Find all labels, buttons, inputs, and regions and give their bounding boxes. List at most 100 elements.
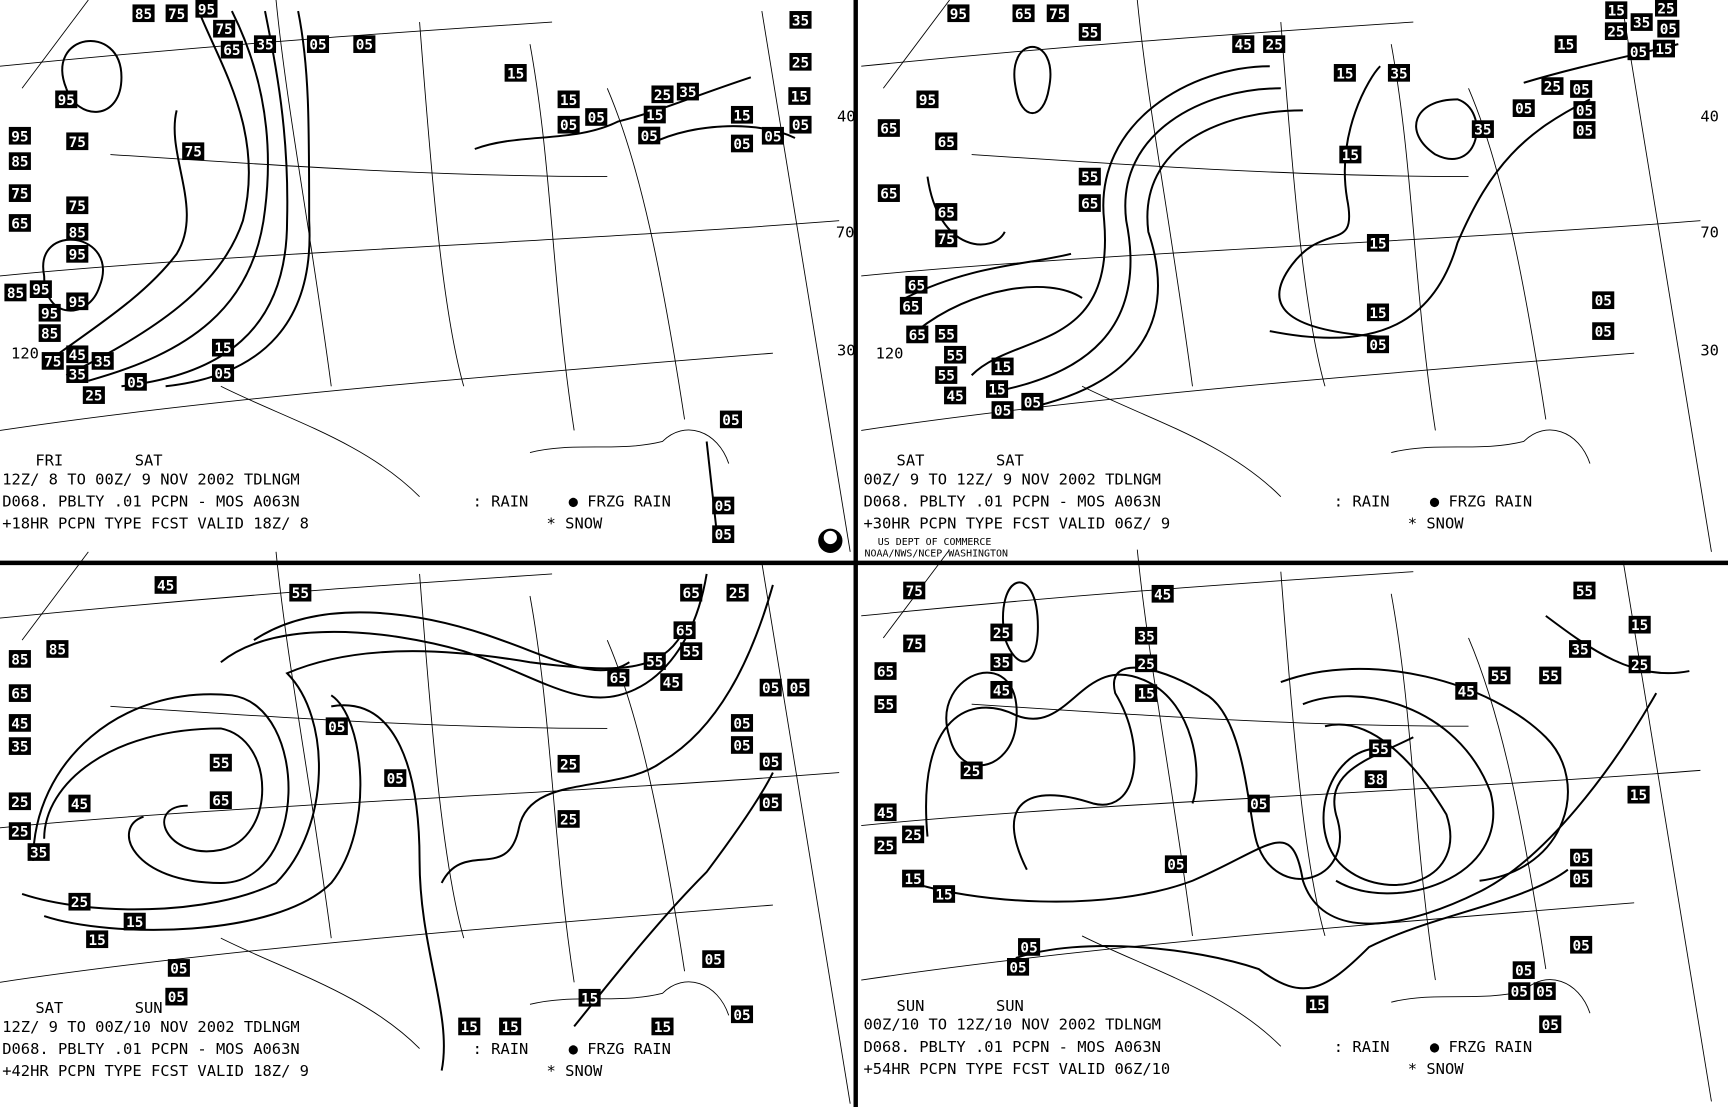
contour-label: 25 xyxy=(654,88,671,104)
contour-label-group: 15 xyxy=(986,380,1009,399)
contour-label-box xyxy=(1573,121,1596,139)
contour-label-box xyxy=(676,82,699,101)
contour-label-group: 05 xyxy=(1573,121,1596,139)
contour-label: 25 xyxy=(71,895,88,911)
contour-label-box xyxy=(1570,869,1593,888)
contour-label-group: 75 xyxy=(935,229,958,248)
contour-label: 75 xyxy=(938,232,955,248)
contour-label-box xyxy=(1021,392,1044,411)
contour-label: 05 xyxy=(1515,964,1532,980)
contour-label-group: 75 xyxy=(165,4,188,23)
contour-label-group: 55 xyxy=(935,324,958,343)
contour-label-box xyxy=(8,822,31,840)
contour-label-box xyxy=(789,11,812,29)
contour-label-group: 15 xyxy=(1652,39,1676,58)
contour-label-box xyxy=(1366,233,1390,252)
contour-label-box xyxy=(1508,982,1531,1000)
contour-label: 05 xyxy=(764,129,781,145)
contour-label-box xyxy=(1018,938,1041,956)
contour-label: 05 xyxy=(762,796,779,812)
contour-label: 65 xyxy=(683,586,700,602)
contour-label-group: 55 xyxy=(874,695,897,714)
probability-contour xyxy=(1026,109,1303,410)
contour-label-group: 65 xyxy=(935,203,958,221)
contour-label: 55 xyxy=(938,369,955,385)
contour-label: 55 xyxy=(877,698,894,714)
contour-label-box xyxy=(789,52,812,71)
contour-label-group: 85 xyxy=(4,283,27,302)
contour-label: 85 xyxy=(11,155,28,171)
contour-label-box xyxy=(132,4,155,23)
contour-label: 95 xyxy=(919,93,936,109)
boundary-line xyxy=(1136,549,1193,936)
contour-label: 65 xyxy=(212,794,229,810)
contour-label-group: 05 xyxy=(1570,80,1593,99)
contour-label-group: 15 xyxy=(991,357,1014,376)
contour-label-group: 15 xyxy=(933,885,956,904)
contour-label: 15 xyxy=(501,1020,518,1036)
contour-label-group: 15 xyxy=(1554,35,1577,54)
contour-label-box xyxy=(66,292,89,311)
contour-label: 65 xyxy=(909,328,926,344)
contour-label-box xyxy=(504,64,527,82)
contour-label: 55 xyxy=(292,586,309,602)
contour-label-box xyxy=(213,19,236,38)
contour-label-box xyxy=(638,126,661,145)
contour-label-box xyxy=(29,280,52,298)
contour-label-group: 05 xyxy=(1366,335,1390,354)
legend-rain: : RAIN xyxy=(473,1040,529,1058)
contour-label-group: 05 xyxy=(1592,322,1615,341)
contour-label-box xyxy=(1628,615,1651,634)
contour-label-group: 95 xyxy=(947,4,970,23)
contour-label: 65 xyxy=(1081,197,1098,213)
boundary-line xyxy=(971,703,1469,727)
contour-label-group: 38 xyxy=(1364,770,1387,789)
contour-label-group: 35 xyxy=(8,737,31,756)
contour-label-group: 65 xyxy=(8,214,31,232)
contour-label-group: 65 xyxy=(905,275,928,294)
day-label-start: SAT xyxy=(35,999,63,1017)
contour-label-box xyxy=(680,642,703,661)
contour-label-group: 05 xyxy=(211,364,235,383)
contour-label-box xyxy=(874,695,897,713)
graticule-label: 70 xyxy=(1700,223,1719,241)
contour-label-group: 15 xyxy=(1628,615,1651,634)
contour-label-group: 45 xyxy=(1151,584,1174,603)
contour-label: 65 xyxy=(938,205,955,221)
probability-contour xyxy=(253,611,630,672)
legend-freezing-rain: ● FRZG RAIN xyxy=(569,1040,671,1058)
day-label-end: SAT xyxy=(135,452,163,470)
boundary-line xyxy=(861,352,1635,431)
contour-label-box xyxy=(211,364,235,382)
contour-label-group: 85 xyxy=(132,4,155,23)
probability-contour xyxy=(1415,98,1478,160)
contour-label: 45 xyxy=(946,389,963,405)
contour-label: 05 xyxy=(715,528,732,544)
contour-label-box xyxy=(643,652,666,670)
boundary-line xyxy=(419,22,465,387)
contour-label-group: 75 xyxy=(182,142,205,161)
contour-label-box xyxy=(1592,291,1615,310)
contour-label-group: 65 xyxy=(607,668,630,687)
forecast-description: +54HR PCPN TYPE FCST VALID 06Z/10 xyxy=(863,1060,1170,1078)
boundary-line xyxy=(419,573,465,939)
legend-rain: : RAIN xyxy=(473,493,529,511)
boundary-line xyxy=(0,21,553,67)
product-description: D068. PBLTY .01 PCPN - MOS A063N xyxy=(2,493,299,511)
contour-label: 05 xyxy=(792,118,809,134)
contour-label-box xyxy=(789,115,812,134)
contour-label-group: 25 xyxy=(82,386,105,405)
contour-label: 95 xyxy=(69,247,86,263)
contour-label-box xyxy=(220,40,243,59)
boundary-line xyxy=(275,0,332,387)
contour-label-group: 15 xyxy=(123,912,146,931)
contour-label-box xyxy=(66,245,89,263)
contour-label: 75 xyxy=(11,187,28,203)
contour-label: 15 xyxy=(733,108,750,124)
contour-label-group: 55 xyxy=(1369,739,1392,758)
contour-label: 15 xyxy=(1342,148,1359,164)
contour-label-box xyxy=(1573,101,1596,119)
contour-label-group: 25 xyxy=(651,85,674,104)
contour-label-group: 05 xyxy=(1006,958,1030,976)
